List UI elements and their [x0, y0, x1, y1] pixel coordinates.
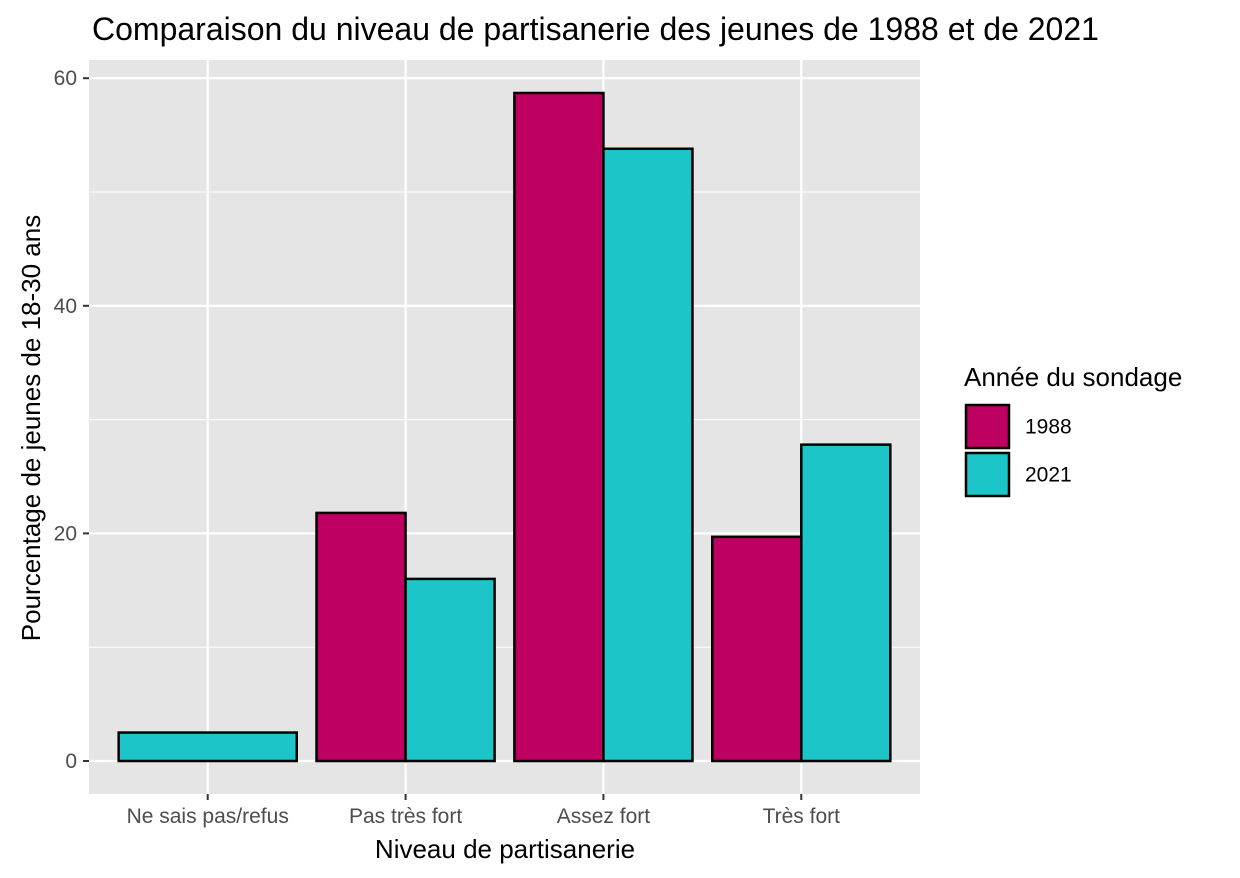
chart-title: Comparaison du niveau de partisanerie de… — [92, 11, 1099, 47]
bar-1988-2 — [315, 511, 407, 763]
bar-2021-2 — [404, 577, 496, 763]
bar-2021-4 — [800, 443, 892, 763]
bar-1988-3 — [513, 91, 605, 763]
x-axis: Ne sais pas/refus Pas très fort Assez fort… — [127, 794, 841, 828]
bars — [117, 91, 892, 763]
bar-2021-3 — [602, 147, 694, 763]
y-axis-title: Pourcentage de jeunes de 18-30 ans — [16, 215, 46, 641]
y-axis: 0 20 40 60 — [54, 67, 89, 773]
legend-key-1988 — [964, 403, 1011, 450]
legend-title: Année du sondage — [964, 362, 1182, 392]
y-tick-label: 40 — [54, 295, 77, 318]
legend-key-2021 — [964, 451, 1011, 498]
bar-1988-4 — [711, 535, 803, 763]
legend: Année du sondage 1988 2021 — [964, 362, 1182, 498]
x-tick-label: Assez fort — [557, 805, 651, 828]
y-tick-label: 0 — [65, 750, 77, 773]
legend-label-1988: 1988 — [1025, 416, 1072, 439]
x-tick-label: Pas très fort — [349, 805, 462, 828]
bar-2021-1 — [117, 731, 298, 763]
x-tick-label: Ne sais pas/refus — [127, 805, 289, 828]
x-axis-title: Niveau de partisanerie — [375, 834, 635, 864]
y-tick-label: 60 — [54, 67, 77, 90]
y-tick-label: 20 — [54, 522, 77, 545]
legend-label-2021: 2021 — [1025, 464, 1072, 487]
x-tick-label: Très fort — [763, 805, 841, 828]
